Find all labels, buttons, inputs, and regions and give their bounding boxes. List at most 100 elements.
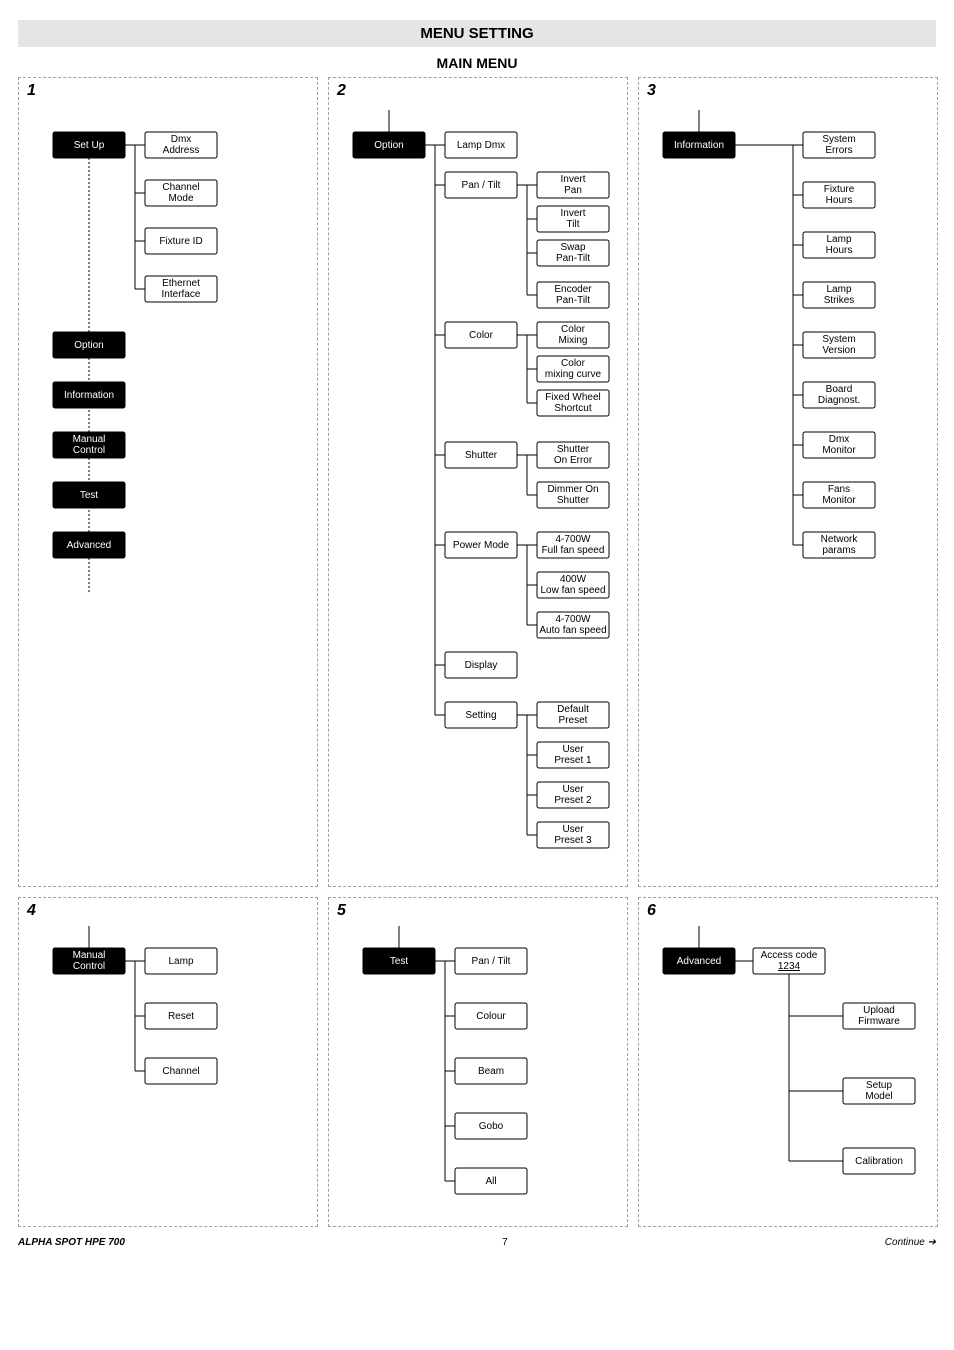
svg-text:Pan: Pan [564, 185, 582, 196]
svg-text:Option: Option [74, 340, 103, 351]
svg-text:User: User [562, 784, 584, 795]
panel-2-number: 2 [337, 82, 346, 100]
svg-text:System: System [822, 134, 855, 145]
svg-text:Shutter: Shutter [557, 495, 590, 506]
panel-6-number: 6 [647, 902, 656, 920]
section-title: MENU SETTING [18, 20, 936, 47]
svg-text:Strikes: Strikes [824, 295, 855, 306]
panel-5-diagram: Test Pan / Tilt Colour Beam Gobo All [333, 902, 623, 1222]
svg-text:Board: Board [826, 384, 853, 395]
panel-6: 6 Advanced Access code 1234 UploadFirmwa… [638, 897, 938, 1227]
panel-2: 2 Option Lamp Dmx Pan / Tilt [328, 77, 628, 887]
svg-text:Tilt: Tilt [567, 219, 580, 230]
svg-text:Full fan speed: Full fan speed [542, 545, 605, 556]
svg-text:mixing curve: mixing curve [545, 369, 602, 380]
svg-text:Pan / Tilt: Pan / Tilt [462, 180, 501, 191]
svg-text:Gobo: Gobo [479, 1121, 504, 1132]
svg-text:Test: Test [390, 956, 409, 967]
panel-5: 5 Test Pan / Tilt Colour Beam Gobo All [328, 897, 628, 1227]
svg-text:Pan / Tilt: Pan / Tilt [472, 956, 511, 967]
svg-text:Test: Test [80, 490, 99, 501]
svg-text:1234: 1234 [778, 961, 801, 972]
svg-text:Model: Model [865, 1091, 892, 1102]
svg-text:Network: Network [821, 534, 859, 545]
svg-text:Hours: Hours [826, 195, 853, 206]
panel-4-diagram: Manual Control Lamp Reset Channel [23, 902, 313, 1222]
panel-3-diagram: Information SystemErrors FixtureHours La… [643, 82, 933, 882]
panel-3-number: 3 [647, 82, 656, 100]
svg-text:Option: Option [374, 140, 403, 151]
panel-1-number: 1 [27, 82, 36, 100]
panel-1-diagram: Set Up Dmx Address Channel Mode Fixture … [23, 82, 313, 882]
panel-3: 3 Information SystemErrors FixtureHours … [638, 77, 938, 887]
svg-text:Lamp: Lamp [826, 284, 851, 295]
svg-text:Pan-Tilt: Pan-Tilt [556, 295, 590, 306]
page: MENU SETTING MAIN MENU 1 Set Up Dmx Addr… [0, 0, 954, 1252]
svg-text:params: params [822, 545, 855, 556]
svg-text:Firmware: Firmware [858, 1016, 900, 1027]
panel-5-number: 5 [337, 902, 346, 920]
svg-text:Shutter: Shutter [465, 450, 498, 461]
svg-text:Fixture ID: Fixture ID [159, 236, 202, 247]
page-footer: ALPHA SPOT HPE 700 7 Continue ➔ [18, 1237, 936, 1248]
svg-text:Monitor: Monitor [822, 445, 856, 456]
svg-text:Channel: Channel [162, 182, 199, 193]
footer-model: ALPHA SPOT HPE 700 [18, 1237, 125, 1248]
svg-text:4-700W: 4-700W [555, 614, 591, 625]
svg-text:Power Mode: Power Mode [453, 540, 510, 551]
svg-text:Fans: Fans [828, 484, 850, 495]
svg-text:Information: Information [674, 140, 724, 151]
svg-text:Low fan speed: Low fan speed [540, 585, 605, 596]
svg-text:Setting: Setting [465, 710, 496, 721]
section-subtitle: MAIN MENU [18, 55, 936, 71]
svg-text:Mixing: Mixing [559, 335, 588, 346]
svg-text:Manual: Manual [73, 434, 106, 445]
svg-text:Dmx: Dmx [829, 434, 850, 445]
svg-text:Errors: Errors [825, 145, 852, 156]
svg-text:Shutter: Shutter [557, 444, 590, 455]
svg-text:Preset 2: Preset 2 [554, 795, 592, 806]
svg-text:Shortcut: Shortcut [554, 403, 591, 414]
svg-text:Control: Control [73, 445, 105, 456]
svg-text:Preset: Preset [559, 715, 588, 726]
svg-text:Dmx: Dmx [171, 134, 192, 145]
svg-text:Upload: Upload [863, 1005, 895, 1016]
svg-text:400W: 400W [560, 574, 587, 585]
svg-text:Control: Control [73, 961, 105, 972]
svg-text:Ethernet: Ethernet [162, 278, 200, 289]
svg-text:Address: Address [163, 145, 200, 156]
svg-text:User: User [562, 744, 584, 755]
footer-continue: Continue ➔ [885, 1237, 936, 1248]
panel-1: 1 Set Up Dmx Address Channel Mode Fixtur… [18, 77, 318, 887]
footer-pagenum: 7 [502, 1237, 508, 1248]
svg-text:Dimmer On: Dimmer On [547, 484, 598, 495]
svg-text:Monitor: Monitor [822, 495, 856, 506]
svg-text:Version: Version [822, 345, 855, 356]
svg-text:Mode: Mode [168, 193, 193, 204]
svg-text:Hours: Hours [826, 245, 853, 256]
svg-text:Channel: Channel [162, 1066, 199, 1077]
svg-text:Encoder: Encoder [554, 284, 592, 295]
panel-4-number: 4 [27, 902, 36, 920]
svg-text:Advanced: Advanced [677, 956, 721, 967]
svg-text:Display: Display [465, 660, 498, 671]
svg-text:Invert: Invert [560, 208, 585, 219]
svg-text:Set Up: Set Up [74, 140, 105, 151]
panel-6-diagram: Advanced Access code 1234 UploadFirmware… [643, 902, 933, 1222]
svg-text:Beam: Beam [478, 1066, 504, 1077]
bottom-row: 4 Manual Control Lamp Reset Channel 5 Te… [18, 897, 936, 1227]
svg-text:Interface: Interface [162, 289, 201, 300]
svg-text:Fixture: Fixture [824, 184, 855, 195]
svg-text:Lamp Dmx: Lamp Dmx [457, 140, 505, 151]
panel-4: 4 Manual Control Lamp Reset Channel [18, 897, 318, 1227]
svg-text:Color: Color [561, 358, 586, 369]
svg-text:Diagnost.: Diagnost. [818, 395, 860, 406]
panel-2-diagram: Option Lamp Dmx Pan / Tilt InvertPan Inv… [333, 82, 623, 882]
top-row: 1 Set Up Dmx Address Channel Mode Fixtur… [18, 77, 936, 887]
svg-text:Reset: Reset [168, 1011, 194, 1022]
svg-text:Default: Default [557, 704, 589, 715]
p1-setup-children: Dmx Address Channel Mode Fixture ID Ethe… [125, 132, 217, 302]
svg-text:Lamp: Lamp [168, 956, 193, 967]
svg-text:System: System [822, 334, 855, 345]
svg-text:Access code: Access code [761, 950, 818, 961]
